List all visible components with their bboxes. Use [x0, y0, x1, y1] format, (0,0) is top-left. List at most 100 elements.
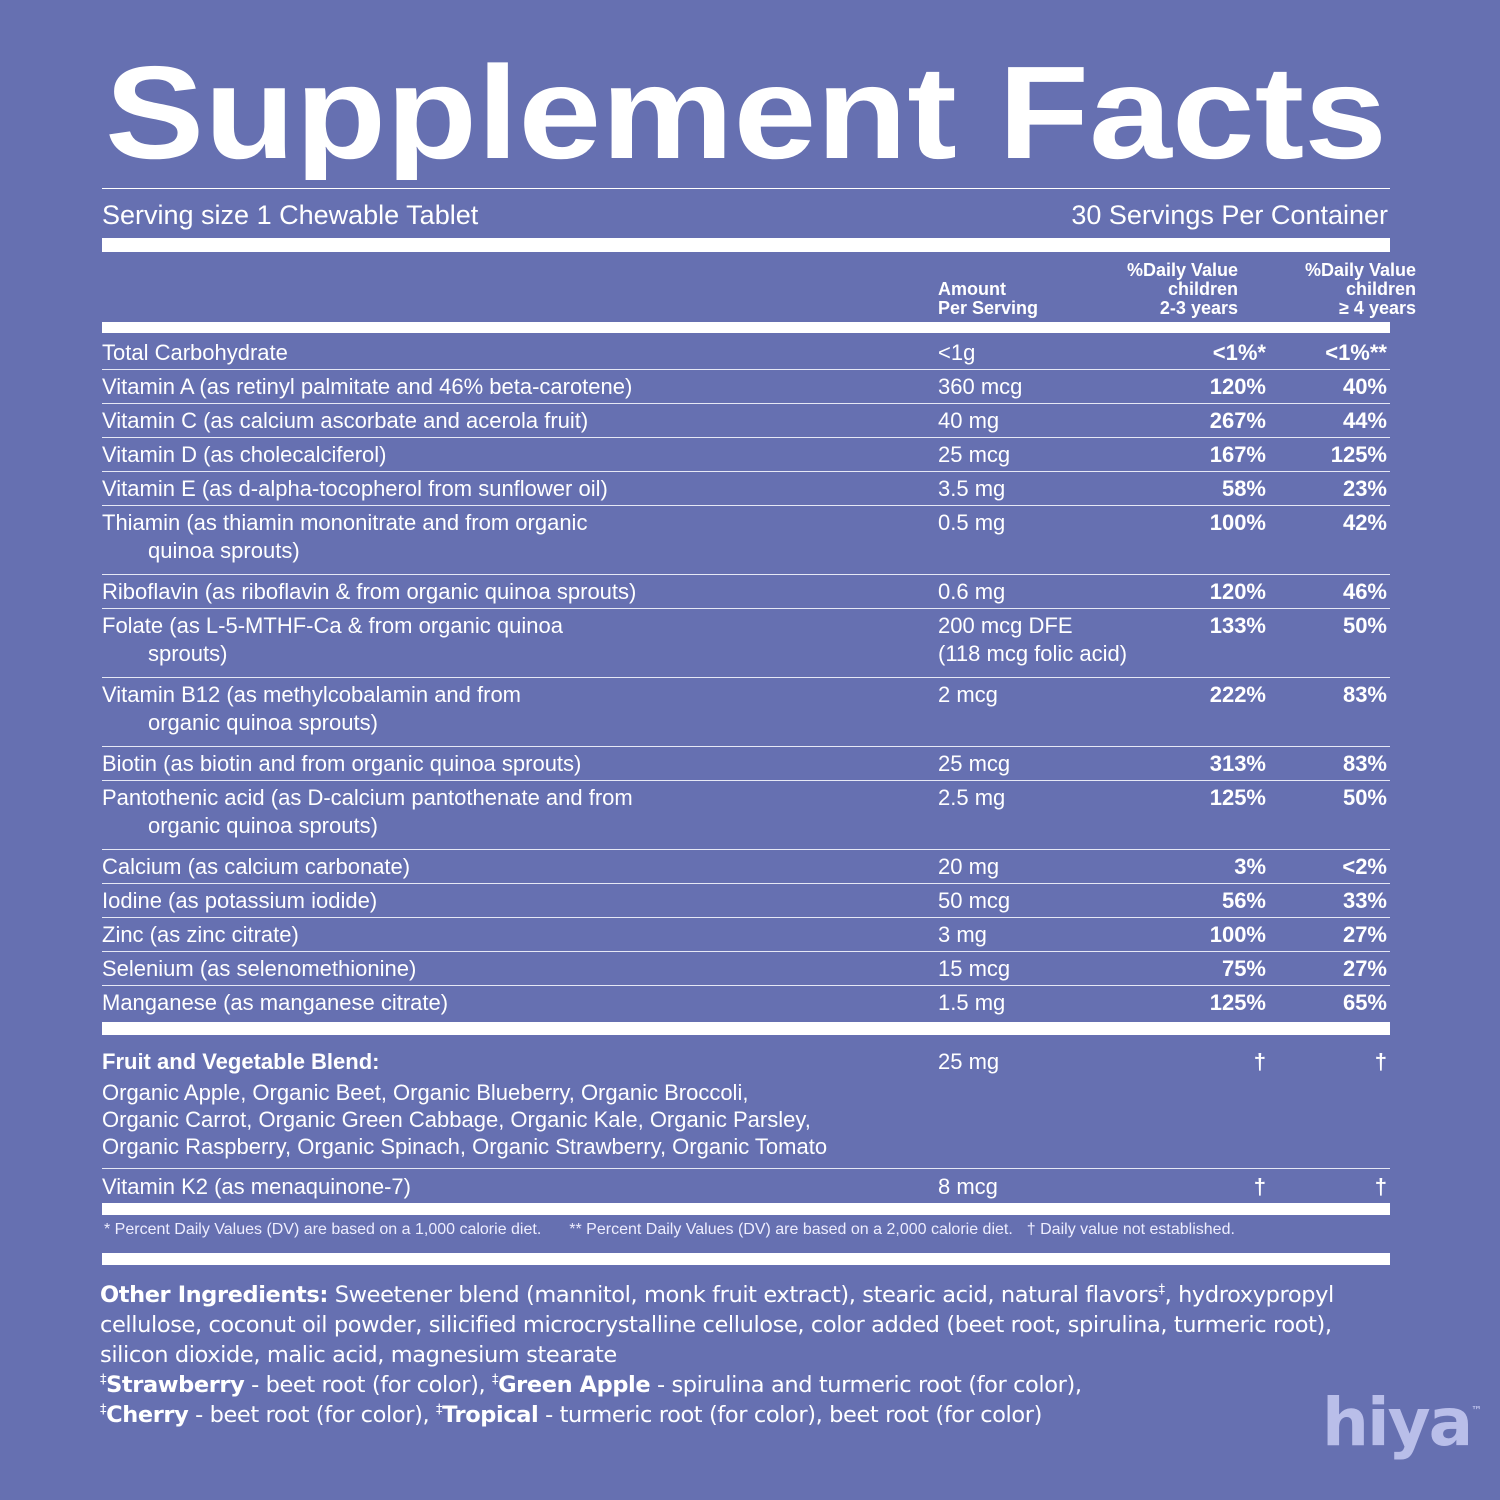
nutrient-name: Selenium (as selenomethionine)	[102, 955, 938, 983]
thick-rule	[102, 1203, 1390, 1215]
flavor-name: Tropical	[442, 1402, 539, 1428]
nutrient-row: Selenium (as selenomethionine) 15 mcg 75% 2…	[102, 952, 1390, 986]
dv-4-plus: †	[1374, 1174, 1387, 1199]
name-line: Iodine (as potassium iodide)	[102, 888, 378, 913]
footnote-mark: ‡	[100, 1372, 107, 1388]
brand-name: hiya	[1322, 1384, 1473, 1461]
footnote: † Daily value not established.	[1026, 1221, 1235, 1238]
dv-4-plus: 83%	[1342, 682, 1387, 707]
name-line: Vitamin C (as calcium ascorbate and acer…	[102, 408, 589, 433]
table-header: Amount Per Serving %Daily Value children 2-3…	[938, 260, 1416, 318]
dv-2-3: 125%	[1209, 990, 1266, 1015]
amount-line: 25 mcg	[938, 751, 1011, 776]
serving-size: Serving size 1 Chewable Tablet	[102, 200, 479, 230]
name-line: Calcium (as calcium carbonate)	[102, 854, 411, 879]
brand-logo: hiya™	[1322, 1384, 1482, 1461]
dv-4-plus: 65%	[1342, 990, 1387, 1015]
nutrient-row: Total Carbohydrate <1g <1%* <1%**	[102, 336, 1390, 370]
dv-2-3: 56%	[1221, 888, 1266, 913]
name-line: Vitamin D (as cholecalciferol)	[102, 442, 387, 467]
footnote: ** Percent Daily Values (DV) are based o…	[569, 1221, 1013, 1238]
amount-line: 360 mcg	[938, 374, 1023, 399]
nutrient-row: Vitamin C (as calcium ascorbate and acer…	[102, 404, 1390, 438]
dv-4-plus: 23%	[1342, 476, 1387, 501]
amount: 25 mcg	[938, 441, 1138, 469]
nutrient-name: Vitamin K2 (as menaquinone-7)	[102, 1173, 938, 1201]
dv-4-plus: <2%	[1342, 854, 1387, 879]
footnote-mark: ‡	[491, 1372, 499, 1388]
thick-rule	[102, 1253, 1390, 1265]
amount: 0.6 mg	[938, 578, 1138, 606]
flavor-desc: - spirulina and turmeric root (for color…	[657, 1372, 1082, 1398]
dv-4-plus: 46%	[1342, 579, 1387, 604]
nutrient-row: Vitamin D (as cholecalciferol) 25 mcg 167%…	[102, 438, 1390, 472]
servings-per-container: 30 Servings Per Container	[1071, 200, 1388, 230]
amount-line: <1g	[938, 340, 976, 365]
nutrient-rows: Total Carbohydrate <1g <1%* <1%** Vitamin A …	[102, 336, 1390, 1019]
amount: 360 mcg	[938, 373, 1138, 401]
other-ingredients-text: Other Ingredients: Sweetener blend (mann…	[100, 1280, 1400, 1370]
nutrient-name: Pantothenic acid (as D-calcium pantothen…	[102, 784, 938, 840]
flavor-list: ‡Strawberry - beet root (for color), ‡Gr…	[100, 1370, 1400, 1430]
nutrient-row: Manganese (as manganese citrate) 1.5 mg 12…	[102, 986, 1390, 1019]
dv-4-plus: 27%	[1342, 956, 1387, 981]
dv-2-3: 3%	[1234, 854, 1266, 879]
amount-line: 200 mcg DFE	[938, 613, 1073, 638]
amount-line: 3 mg	[938, 922, 987, 947]
column-header-line: 2-3 years	[1159, 298, 1238, 318]
name-line: Riboflavin (as riboflavin & from organic…	[102, 579, 637, 604]
nutrient-name: Vitamin C (as calcium ascorbate and acer…	[102, 407, 938, 435]
amount-line: 3.5 mg	[938, 476, 1006, 501]
nutrient-row: Folate (as L-5-MTHF-Ca & from organic qu…	[102, 609, 1390, 678]
nutrient-row: Thiamin (as thiamin mononitrate and from…	[102, 506, 1390, 575]
dv-2-3: 120%	[1209, 374, 1266, 399]
amount-line: 2 mcg	[938, 682, 998, 707]
dv-2-3: 133%	[1209, 613, 1266, 638]
nutrient-name: Biotin (as biotin and from organic quino…	[102, 750, 938, 778]
title: Supplement Facts	[105, 40, 1387, 180]
dv-4-plus: 33%	[1342, 888, 1387, 913]
nutrient-name: Vitamin E (as d-alpha-tocopherol from su…	[102, 475, 938, 503]
amount: 8 mcg	[938, 1173, 1138, 1201]
name-line: Vitamin K2 (as menaquinone-7)	[102, 1174, 411, 1199]
dv-4-plus: 40%	[1342, 374, 1387, 399]
dv-4-plus: 83%	[1342, 751, 1387, 776]
dv-4-plus: 42%	[1342, 510, 1387, 535]
footnotes: * Percent Daily Values (DV) are based on…	[104, 1221, 1235, 1239]
name-line: Vitamin B12 (as methylcobalamin and from	[102, 682, 522, 707]
nutrient-name: Vitamin B12 (as methylcobalamin and from…	[102, 681, 938, 737]
blend-title: Fruit and Vegetable Blend:	[102, 1049, 380, 1074]
footnote-mark: ‡	[100, 1402, 107, 1418]
nutrient-row: Vitamin E (as d-alpha-tocopherol from su…	[102, 472, 1390, 506]
dv-2-3: 100%	[1209, 922, 1266, 947]
amount: 15 mcg	[938, 955, 1138, 983]
other-ingredients: Other Ingredients: Sweetener blend (mann…	[100, 1280, 1400, 1430]
nutrient-name: Vitamin A (as retinyl palmitate and 46% …	[102, 373, 938, 401]
dv-2-3: 58%	[1221, 476, 1266, 501]
thick-rule	[102, 322, 1390, 333]
dv-2-3: 75%	[1221, 956, 1266, 981]
amount: 2 mcg	[938, 681, 1138, 737]
flavor-desc: - beet root (for color),	[195, 1402, 430, 1428]
column-header-line: Amount	[938, 279, 1006, 299]
dv-2-3: 222%	[1209, 682, 1266, 707]
dv-4-plus: 27%	[1342, 922, 1387, 947]
amount: <1g	[938, 339, 1138, 367]
amount: 0.5 mg	[938, 509, 1138, 565]
amount: 3 mg	[938, 921, 1138, 949]
flavor-desc: - beet root (for color),	[251, 1372, 486, 1398]
k2-row: Vitamin K2 (as menaquinone-7) 8 mcg † †	[102, 1170, 1390, 1203]
nutrient-name: Zinc (as zinc citrate)	[102, 921, 938, 949]
blend: Fruit and Vegetable Blend: Organic Apple,…	[102, 1048, 1390, 1160]
nutrient-name: Calcium (as calcium carbonate)	[102, 853, 938, 881]
nutrient-name: Riboflavin (as riboflavin & from organic…	[102, 578, 938, 606]
dv-4-plus: <1%**	[1325, 340, 1387, 365]
thick-rule	[102, 238, 1390, 252]
dv-2-3: †	[1253, 1174, 1266, 1199]
dv-2-3: 313%	[1209, 751, 1266, 776]
dv-4-plus: 125%	[1330, 442, 1387, 467]
flavor-name: Green Apple	[498, 1372, 651, 1398]
dv-2-3: 267%	[1209, 408, 1266, 433]
blend-row: Fruit and Vegetable Blend: Organic Apple,…	[102, 1048, 1390, 1160]
